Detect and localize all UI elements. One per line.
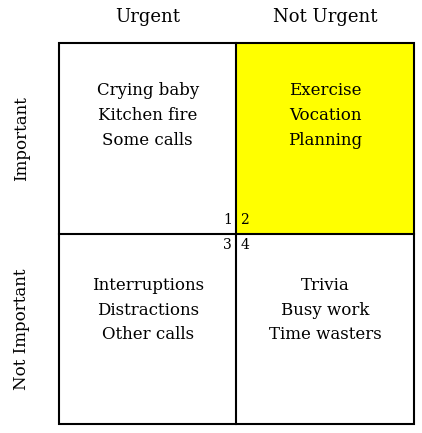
Text: Not Urgent: Not Urgent <box>273 8 377 26</box>
Text: 2: 2 <box>241 213 249 227</box>
Bar <box>236 43 414 234</box>
Text: 3: 3 <box>223 238 232 252</box>
Text: Exercise
Vocation
Planning: Exercise Vocation Planning <box>288 82 362 149</box>
Text: Interruptions
Distractions
Other calls: Interruptions Distractions Other calls <box>92 277 204 343</box>
Text: 1: 1 <box>223 213 232 227</box>
Bar <box>59 43 414 424</box>
Text: Not Important: Not Important <box>13 268 30 390</box>
Text: Crying baby
Kitchen fire
Some calls: Crying baby Kitchen fire Some calls <box>97 82 199 149</box>
Text: Urgent: Urgent <box>115 8 180 26</box>
Text: 4: 4 <box>241 238 249 252</box>
Text: Important: Important <box>13 96 30 181</box>
Text: Trivia
Busy work
Time wasters: Trivia Busy work Time wasters <box>268 277 381 343</box>
